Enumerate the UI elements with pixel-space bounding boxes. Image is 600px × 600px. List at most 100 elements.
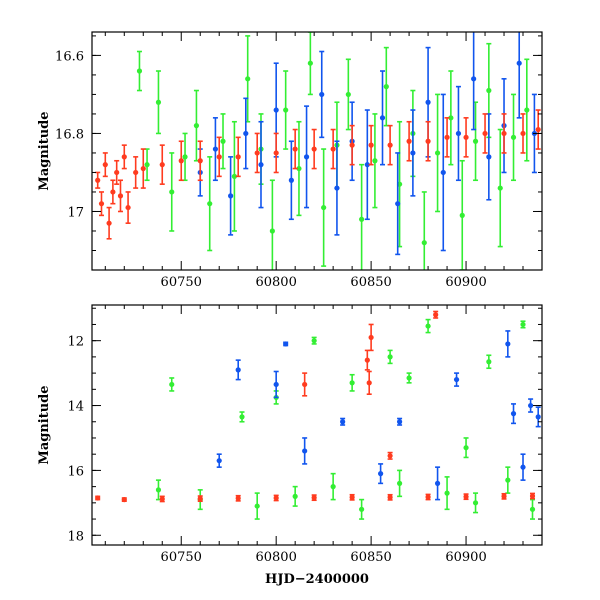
p0-series-1-point-13	[395, 201, 401, 207]
p1-series-0-point-13	[254, 503, 260, 509]
p0-series-0-point-3	[169, 189, 175, 195]
p1-series-2-point-15	[425, 494, 431, 500]
p0-plot-frame	[91, 31, 543, 271]
p0-series-1-point-1	[212, 146, 219, 152]
p0-series-2-point-18	[292, 146, 298, 152]
p1-series-0-point-20	[505, 477, 511, 483]
p1-series-2-point-4	[387, 453, 393, 459]
p0-series-1-point-4	[258, 162, 264, 168]
p0-series-2-point-27	[463, 134, 469, 140]
p1-plot-frame	[91, 304, 543, 546]
p0-series-1-point-5	[273, 107, 279, 113]
p1-series-0-point-4	[349, 380, 355, 386]
p1-series-1-point-12	[378, 471, 384, 477]
p0-series-0-point-19	[372, 158, 378, 164]
p1-series-2-point-17	[501, 493, 507, 499]
p0-series-2-point-9	[133, 169, 139, 176]
p1-series-1-point-13	[434, 480, 441, 486]
p0-series-2-point-15	[235, 154, 241, 160]
p1-series-2-point-6	[95, 495, 101, 501]
p1-series-0-point-19	[472, 500, 479, 506]
p0-series-1-point-15	[425, 99, 431, 105]
p0-series-0-point-12	[283, 107, 289, 113]
p0-series-2-point-5	[114, 169, 120, 176]
p1-series-2-point-16	[463, 494, 469, 500]
p0-series-2-point-23	[387, 142, 393, 148]
p0-series-2-point-24	[406, 138, 412, 144]
p0-series-2-point-17	[273, 150, 279, 156]
p1-series-0-point-1	[239, 414, 245, 420]
p0-series-2-point-0	[95, 177, 101, 183]
p0-series-2-point-25	[425, 138, 431, 144]
p0-series-1-point-18	[471, 76, 477, 82]
p1-series-0-point-16	[359, 506, 365, 512]
p0-series-1-point-16	[440, 169, 446, 176]
p1-y-tick-label-1: 14	[67, 400, 84, 415]
p0-series-0-point-18	[359, 216, 365, 222]
p0-series-2-point-31	[535, 126, 541, 133]
p0-series-2-point-11	[159, 162, 165, 168]
p0-series-0-point-13	[296, 165, 302, 172]
bottom-panel: 60750 60800 60850 60900 12 14 16 18 Magnitude HJD…	[37, 304, 543, 587]
p0-series-0-point-14	[307, 60, 313, 66]
p0-series-0-point-1	[144, 162, 150, 168]
p1-y-tick-label-2: 16	[67, 464, 84, 479]
p1-series-0-point-11	[155, 487, 162, 493]
p0-x-tick-label-2: 60850	[350, 275, 391, 290]
p1-series-1-point-9	[535, 414, 541, 420]
p0-series-2-point-8	[125, 204, 131, 211]
p0-series-2-point-21	[349, 142, 355, 148]
p0-series-2-point-3	[106, 220, 112, 226]
p1-series-0-point-9	[486, 359, 492, 365]
p0-series-1-point-14	[410, 150, 416, 156]
p1-series-2-point-12	[311, 495, 317, 501]
p1-x-tick-label-0: 60750	[161, 550, 202, 565]
p1-series-0-point-17	[396, 480, 403, 486]
p0-series-0-point-2	[155, 99, 162, 105]
p0-series-2-point-1	[98, 201, 105, 207]
p0-series-0-point-0	[136, 68, 143, 74]
p1-series-2-point-2	[366, 380, 372, 386]
p0-y-tick-label-1: 16.8	[55, 127, 84, 142]
p0-series-2-point-12	[178, 158, 184, 164]
p1-series-0-point-0	[169, 381, 175, 388]
p1-series-0-point-10	[520, 321, 526, 328]
p1-series-0-point-6	[406, 375, 412, 381]
p0-x-tick-label-0: 60750	[161, 275, 202, 290]
p0-series-0-point-31	[524, 107, 530, 113]
p0-series-1-point-2	[228, 193, 234, 199]
p0-series-1-point-12	[379, 115, 386, 121]
p0-series-0-point-11	[269, 228, 275, 234]
p0-series-0-point-20	[383, 84, 389, 90]
p1-series-2-point-10	[235, 495, 241, 501]
p1-x-tick-label-3: 60900	[445, 550, 486, 565]
p0-series-1-point-7	[303, 154, 310, 160]
p1-series-1-point-3	[340, 419, 346, 425]
p1-series-1-point-4	[396, 419, 403, 425]
p1-x-tick-label-1: 60800	[255, 550, 296, 565]
p0-series-2-point-14	[216, 154, 222, 160]
p0-series-2-point-16	[254, 150, 260, 156]
p0-series-1-point-17	[455, 130, 462, 137]
p0-series-2-point-13	[197, 158, 203, 164]
top-panel: 60750 60800 60850 60900 16.6 16.8 17 Magnitude	[37, 31, 543, 290]
p1-y-tick-label-0: 12	[67, 335, 84, 350]
p0-series-0-point-9	[245, 76, 251, 82]
p0-series-2-point-20	[330, 146, 336, 152]
p1-data-layer	[95, 310, 541, 520]
p1-y-tick-label-3: 18	[67, 529, 84, 544]
p1-series-1-point-2	[283, 341, 289, 347]
p0-series-0-point-29	[497, 185, 503, 191]
p0-series-2-point-7	[121, 154, 127, 160]
p1-series-2-point-14	[387, 494, 393, 500]
p1-series-0-point-7	[425, 323, 431, 329]
p0-series-0-point-28	[486, 87, 492, 94]
p1-series-2-point-3	[368, 334, 374, 341]
p0-series-2-point-10	[140, 165, 146, 172]
p1-series-2-point-18	[529, 493, 536, 499]
p1-series-0-point-5	[387, 354, 393, 360]
p1-y-axis-title: Magnitude	[37, 385, 52, 464]
p0-series-1-point-11	[364, 162, 370, 168]
p0-series-2-point-19	[311, 146, 317, 152]
